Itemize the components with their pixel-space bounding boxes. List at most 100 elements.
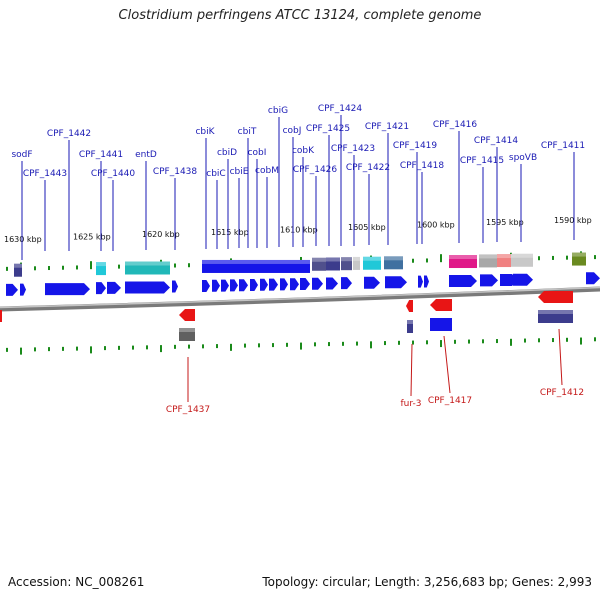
forward-gene-arrow [230, 279, 238, 292]
cog-box-shine [511, 253, 533, 258]
forward-gene-arrow [424, 275, 429, 288]
scale-label: 1610 kbp [280, 225, 318, 234]
cog-boxes [14, 252, 586, 341]
forward-gene-arrow [212, 279, 220, 292]
cog-box [326, 257, 340, 271]
gene-label: CPF_1437 [166, 405, 210, 415]
gene-label: cobJ [283, 126, 302, 136]
forward-gene-arrow [45, 283, 90, 296]
forward-gene-arrow [250, 279, 258, 291]
cog-box-shine [449, 255, 477, 260]
cog-box-shine [353, 256, 360, 261]
forward-gene-arrow [172, 280, 178, 293]
gene-label: sodF [11, 150, 32, 160]
cog-box-shine [179, 328, 195, 332]
forward-gene-arrow [20, 283, 26, 296]
forward-gene-arrow [280, 278, 288, 291]
forward-gene-arrow [586, 272, 600, 285]
cog-box [538, 310, 573, 323]
gene-label: entD [135, 150, 157, 160]
cog-box [407, 320, 413, 333]
cog-box-shine [479, 254, 497, 259]
scale-label: 1615 kbp [211, 228, 249, 237]
scale-label: 1590 kbp [554, 216, 592, 225]
gene-label: fur-3 [401, 399, 422, 409]
gene-label: CPF_1417 [428, 396, 472, 406]
cog-box [479, 254, 497, 268]
gene-label: CPF_1425 [306, 124, 350, 134]
gene-label: cbiC [206, 169, 225, 179]
cog-box-shine [326, 257, 340, 262]
cog-box-shine [497, 254, 511, 259]
forward-gene-arrow [125, 281, 170, 294]
leader-line [443, 335, 451, 394]
reverse-gene-arrow [430, 299, 452, 311]
gene-arrows [0, 272, 600, 331]
forward-gene-arrow [449, 275, 477, 288]
gene-label: CPF_1440 [91, 169, 136, 179]
gene-label: CPF_1412 [540, 388, 584, 398]
gene-label: cbiE [230, 167, 249, 177]
cog-box [449, 255, 477, 269]
genome-backbone [0, 286, 600, 312]
cog-box [572, 252, 586, 266]
leader-line [558, 328, 563, 386]
forward-gene-arrow [312, 277, 323, 290]
cog-box-shine [14, 263, 22, 268]
cog-box [96, 262, 106, 276]
genome-summary-text: Topology: circular; Length: 3,256,683 bp… [262, 575, 592, 589]
forward-gene-arrow [107, 281, 121, 294]
cog-box [384, 256, 403, 270]
gene-label: cobM [255, 166, 279, 176]
scale-label: 1630 kbp [4, 235, 42, 244]
gene-label: CPF_1423 [331, 144, 375, 154]
cog-box-shine [96, 262, 106, 267]
forward-gene-arrow [341, 277, 352, 290]
cog-box [179, 328, 195, 341]
gene-label: CPF_1414 [474, 136, 519, 146]
cog-box-shine [407, 320, 413, 324]
cog-box-shine [341, 257, 352, 262]
gene-label: cbiK [195, 127, 215, 137]
cog-box [312, 257, 326, 271]
cog-box-shine [125, 261, 170, 266]
cog-box [363, 256, 381, 270]
backbone-line [0, 286, 600, 312]
forward-gene-arrow [269, 278, 278, 291]
gene-label: CPF_1418 [400, 161, 445, 171]
cog-box-shine [572, 252, 586, 257]
cog-box-shine [363, 256, 381, 261]
gene-label: CPF_1419 [393, 141, 438, 151]
cog-box [202, 259, 310, 273]
reverse-gene-arrow [538, 291, 573, 303]
cog-box [14, 263, 22, 277]
accession-text: Accession: NC_008261 [8, 575, 145, 589]
forward-gene-arrow [513, 273, 533, 286]
cog-box [511, 253, 533, 267]
cog-box-shine [384, 256, 403, 261]
backbone-highlight [0, 286, 600, 309]
leader-line [410, 343, 413, 397]
gene-label: CPF_1415 [460, 156, 504, 166]
forward-gene-arrow [385, 276, 407, 289]
gene-label: CPF_1424 [318, 104, 363, 114]
cog-box-shine [312, 257, 326, 262]
cog-box [353, 256, 360, 270]
forward-gene-arrow [221, 279, 229, 292]
forward-gene-arrow [290, 278, 299, 291]
cog-box-shine [202, 259, 310, 264]
cog-box [497, 254, 511, 268]
scale-label: 1600 kbp [417, 221, 455, 230]
gene-label: cobK [292, 146, 315, 156]
forward-gene-arrow [480, 274, 498, 287]
cog-box [125, 261, 170, 275]
gene-label: CPF_1426 [293, 165, 338, 175]
scale-label: 1605 kbp [348, 223, 386, 232]
cog-box-shine [538, 310, 573, 314]
reverse-gene-arrow [179, 309, 195, 321]
forward-gene-arrow [239, 279, 248, 292]
scale-label: 1595 kbp [486, 218, 524, 227]
forward-gene-arrow [326, 277, 338, 290]
gene-labels: sodF CPF_1443 CPF_1442 CPF_1441 CPF_1440 entD… [11, 104, 585, 415]
